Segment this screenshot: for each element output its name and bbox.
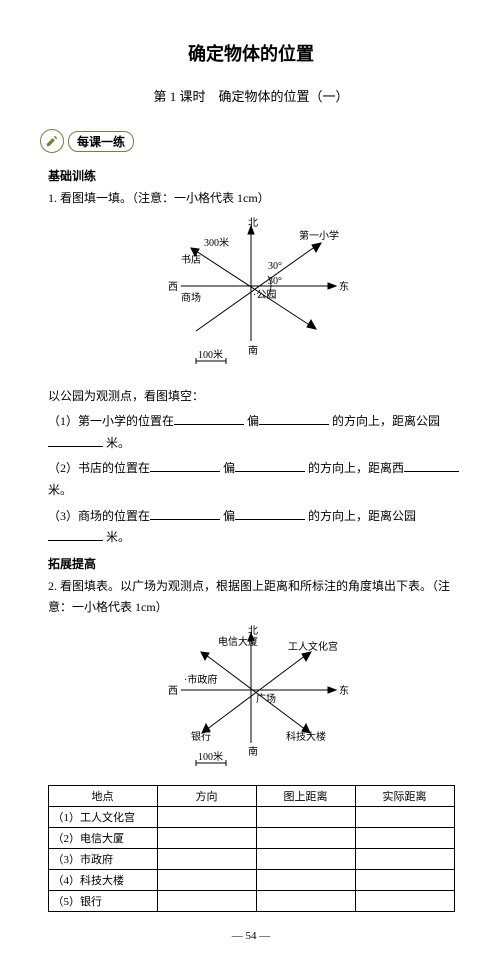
blank-cell[interactable]	[157, 890, 256, 911]
svg-text:科技大楼: 科技大楼	[286, 730, 326, 743]
figure-2-compass: 北 南 东 西 电信大厦 工人文化宫 ·市政府 广场 银行 科技大楼 100米	[136, 625, 366, 775]
row-label: （2）电信大厦	[48, 827, 157, 848]
svg-text:北: 北	[248, 217, 258, 229]
text: 的方向上，距离西	[308, 461, 404, 475]
section-ext: 拓展提高	[48, 555, 462, 572]
row-label: （5）银行	[48, 890, 157, 911]
q1-stem: 1. 看图填一填。（注意：一小格代表 1cm）	[48, 188, 462, 210]
blank[interactable]	[235, 459, 305, 472]
table-row: （5）银行	[48, 890, 454, 911]
table-row: （1）工人文化宫	[48, 806, 454, 827]
blank-cell[interactable]	[157, 848, 256, 869]
row-label: （4）科技大楼	[48, 869, 157, 890]
chapter-title: 确定物体的位置	[40, 40, 462, 66]
blank-cell[interactable]	[157, 827, 256, 848]
svg-text:东: 东	[339, 684, 349, 697]
badge-label: 每课一练	[68, 131, 134, 152]
blank-cell[interactable]	[256, 869, 355, 890]
q2-stem: 2. 看图填表。以广场为观测点，根据图上距离和所标注的角度填出下表。（注意：一小…	[48, 576, 462, 619]
text: 偏	[247, 414, 259, 428]
svg-text:电信大厦: 电信大厦	[218, 635, 258, 648]
svg-text:·公园: ·公园	[253, 289, 276, 301]
blank-cell[interactable]	[355, 869, 454, 890]
blank[interactable]	[150, 507, 220, 520]
table-header: 实际距离	[355, 785, 454, 806]
text: 的方向上，距离公园	[308, 509, 416, 523]
blank-cell[interactable]	[355, 827, 454, 848]
text: 米。	[106, 530, 130, 544]
svg-text:工人文化宫: 工人文化宫	[288, 640, 338, 653]
table-header: 图上距离	[256, 785, 355, 806]
blank[interactable]	[48, 434, 103, 447]
section-basic: 基础训练	[48, 167, 462, 184]
q1-intro: 以公园为观测点，看图填空：	[48, 386, 462, 408]
table-header: 方向	[157, 785, 256, 806]
practice-badge: 每课一练	[40, 129, 462, 153]
blank[interactable]	[174, 412, 244, 425]
answer-table: 地点方向图上距离实际距离 （1）工人文化宫（2）电信大厦（3）市政府（4）科技大…	[48, 785, 455, 912]
lesson-title: 第 1 课时 确定物体的位置（一）	[40, 86, 462, 105]
text: 偏	[223, 461, 235, 475]
q1-line3: （3）商场的位置在 偏 的方向上，距离公园 米。	[48, 506, 462, 549]
blank-cell[interactable]	[157, 806, 256, 827]
svg-text:广场: 广场	[256, 692, 276, 705]
blank-cell[interactable]	[157, 869, 256, 890]
svg-text:东: 东	[339, 280, 349, 293]
svg-text:书店: 书店	[181, 253, 201, 266]
svg-text:·市政府: ·市政府	[184, 673, 217, 686]
text: 米。	[106, 436, 130, 450]
table-row: （2）电信大厦	[48, 827, 454, 848]
table-row: （3）市政府	[48, 848, 454, 869]
blank-cell[interactable]	[256, 806, 355, 827]
svg-text:西: 西	[168, 282, 178, 293]
svg-text:100米: 100米	[198, 348, 223, 361]
table-row: （4）科技大楼	[48, 869, 454, 890]
blank-cell[interactable]	[256, 848, 355, 869]
blank[interactable]	[404, 459, 459, 472]
svg-text:300米: 300米	[204, 236, 229, 249]
svg-text:西: 西	[168, 686, 178, 697]
row-label: （3）市政府	[48, 848, 157, 869]
q1-line2: （2）书店的位置在 偏 的方向上，距离西 米。	[48, 458, 462, 501]
svg-text:30°: 30°	[268, 261, 282, 272]
blank[interactable]	[235, 507, 305, 520]
pencil-icon	[40, 129, 64, 153]
blank-cell[interactable]	[355, 890, 454, 911]
svg-text:第一小学: 第一小学	[299, 229, 339, 242]
text: （3）商场的位置在	[48, 509, 150, 523]
svg-text:南: 南	[248, 344, 258, 357]
text: （2）书店的位置在	[48, 461, 150, 475]
figure-1-compass: 北 南 东 西 300米 第一小学 书店 商场 ·公园 30° 30° 100米	[136, 216, 366, 376]
q1-line1: （1）第一小学的位置在 偏 的方向上，距离公园 米。	[48, 411, 462, 454]
blank[interactable]	[48, 528, 103, 541]
svg-text:100米: 100米	[198, 750, 223, 763]
table-header: 地点	[48, 785, 157, 806]
blank-cell[interactable]	[256, 890, 355, 911]
text: （1）第一小学的位置在	[48, 414, 174, 428]
row-label: （1）工人文化宫	[48, 806, 157, 827]
svg-text:银行: 银行	[191, 730, 211, 743]
text: 偏	[223, 509, 235, 523]
blank-cell[interactable]	[355, 806, 454, 827]
text: 的方向上，距离公园	[332, 414, 440, 428]
svg-text:北: 北	[248, 625, 258, 637]
blank[interactable]	[259, 412, 329, 425]
blank-cell[interactable]	[256, 827, 355, 848]
svg-text:南: 南	[248, 745, 258, 758]
text: 米。	[48, 483, 72, 497]
page-number: — 54 —	[40, 930, 462, 942]
blank[interactable]	[150, 459, 220, 472]
svg-text:商场: 商场	[181, 291, 201, 304]
blank-cell[interactable]	[355, 848, 454, 869]
